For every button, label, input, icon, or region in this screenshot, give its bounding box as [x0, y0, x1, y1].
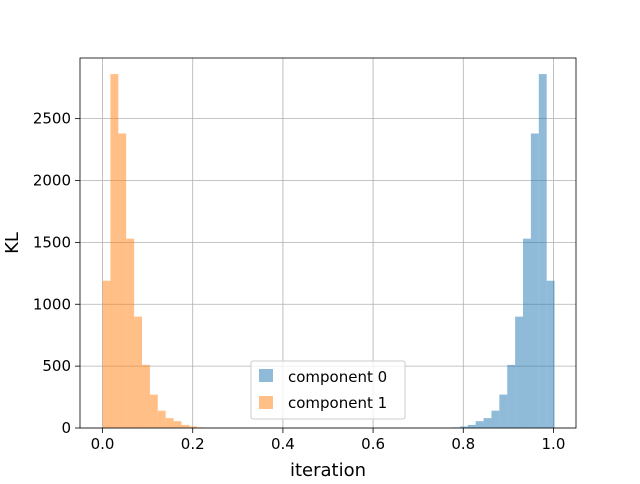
histogram-bar-component-0 — [499, 394, 508, 428]
y-axis-label: KL — [2, 232, 23, 254]
x-tick-label: 0.4 — [271, 435, 295, 453]
x-tick-label: 0.2 — [181, 435, 205, 453]
y-axis-ticks: 0 500 1000 1500 2000 2500 — [33, 110, 80, 437]
y-tick-label: 1500 — [33, 233, 71, 251]
histogram-bars — [102, 74, 555, 428]
grid-lines — [80, 58, 576, 429]
histogram-bar-component-1 — [142, 364, 150, 428]
y-tick-label: 1000 — [33, 295, 71, 313]
histogram-bar-component-0 — [483, 418, 492, 428]
x-tick-label: 0.6 — [361, 435, 385, 453]
legend-label-component-0: component 0 — [288, 368, 387, 386]
x-axis-label: iteration — [290, 460, 366, 480]
x-tick-label: 0.8 — [451, 435, 475, 453]
x-tick-label: 1.0 — [542, 435, 566, 453]
histogram-bar-component-0 — [459, 426, 468, 428]
y-tick-label: 500 — [42, 357, 71, 375]
histogram-bar-component-0 — [523, 238, 531, 428]
legend-swatch-component-1 — [259, 396, 273, 409]
histogram-bar-component-1 — [126, 238, 135, 428]
histogram-bar-component-1 — [118, 133, 127, 428]
histogram-bar-component-0 — [530, 133, 539, 428]
histogram-bar-component-0 — [491, 410, 500, 428]
legend-box — [250, 360, 406, 420]
histogram-bar-component-0 — [475, 421, 484, 428]
histogram-bar-component-1 — [134, 316, 142, 428]
histogram-bar-component-1 — [165, 418, 174, 428]
histogram-bar-component-1 — [157, 410, 166, 428]
y-tick-label: 2000 — [33, 172, 71, 190]
legend-label-component-1: component 1 — [288, 394, 387, 412]
histogram-bar-component-1 — [110, 74, 119, 428]
legend-swatch-component-0 — [259, 369, 273, 382]
histogram-bar-component-0 — [538, 74, 547, 428]
histogram-bar-component-1 — [102, 280, 111, 428]
histogram-bar-component-1 — [181, 424, 190, 428]
histogram-bar-component-0 — [515, 316, 524, 428]
histogram-bar-component-0 — [507, 364, 516, 428]
x-axis-ticks: 0.0 0.2 0.4 0.6 0.8 1.0 — [91, 428, 566, 453]
plot-frame — [79, 57, 577, 429]
x-tick-label: 0.0 — [91, 435, 115, 453]
histogram-bar-component-1 — [173, 421, 182, 428]
histogram-bar-component-0 — [467, 424, 476, 428]
histogram-bar-component-1 — [149, 394, 158, 428]
histogram-bar-component-0 — [546, 280, 555, 428]
legend: component 0 component 1 — [250, 360, 406, 420]
histogram-bar-component-1 — [189, 426, 198, 428]
y-tick-label: 0 — [61, 419, 71, 437]
y-tick-label: 2500 — [33, 110, 71, 128]
